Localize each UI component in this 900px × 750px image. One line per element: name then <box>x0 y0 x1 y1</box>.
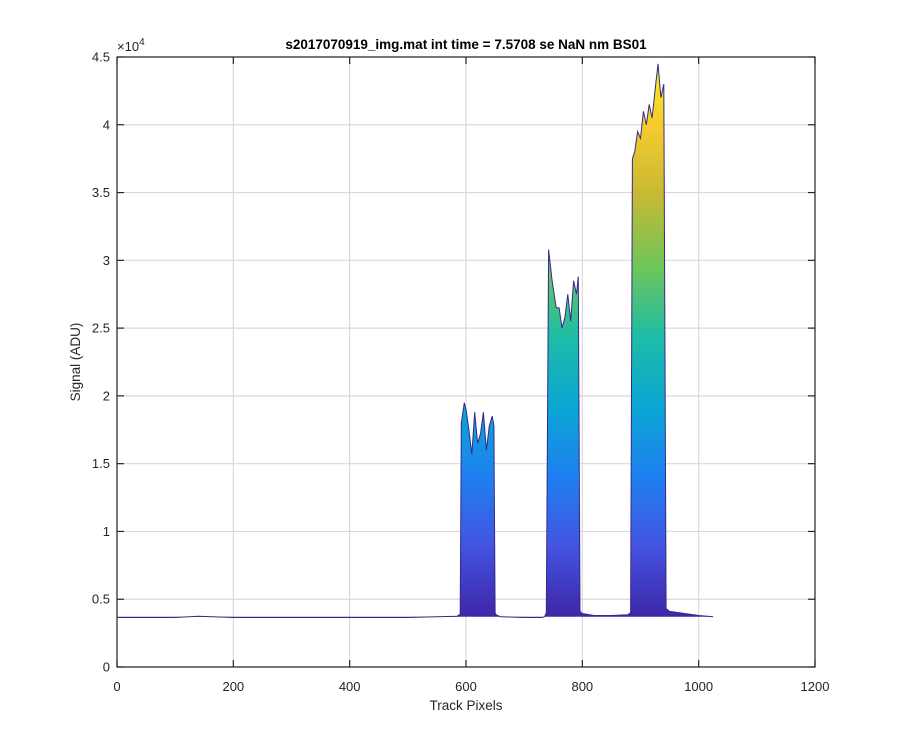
x-tick-label: 1000 <box>684 679 713 694</box>
y-axis-exponent-base: ×10 <box>117 39 139 54</box>
y-tick-label: 0.5 <box>92 592 110 607</box>
y-axis-exponent-power: 4 <box>139 37 145 48</box>
y-tick-label: 1 <box>103 524 110 539</box>
y-axis-exponent: ×104 <box>117 37 145 54</box>
series-area <box>117 63 714 618</box>
x-tick-label: 400 <box>339 679 361 694</box>
y-tick-label: 4 <box>103 117 110 132</box>
y-tick-label: 3.5 <box>92 185 110 200</box>
x-tick-label: 800 <box>571 679 593 694</box>
y-tick-label: 2 <box>103 388 110 403</box>
x-axis-label: Track Pixels <box>429 698 502 713</box>
y-tick-label: 0 <box>103 660 110 675</box>
series-baseline <box>117 63 714 618</box>
x-axis-ticks: 0 200 400 600 800 1000 1200 <box>113 57 829 694</box>
y-tick-label: 4.5 <box>92 50 110 65</box>
y-axis-ticks: 0 0.5 1 1.5 2 2.5 3 3.5 4 4.5 <box>92 50 815 675</box>
chart-title: s2017070919_img.mat int time = 7.5708 se… <box>285 37 647 52</box>
x-tick-label: 0 <box>113 679 120 694</box>
y-tick-label: 2.5 <box>92 321 110 336</box>
x-tick-label: 200 <box>222 679 244 694</box>
y-tick-label: 3 <box>103 253 110 268</box>
y-axis-label: Signal (ADU) <box>68 323 83 402</box>
x-tick-label: 600 <box>455 679 477 694</box>
y-tick-label: 1.5 <box>92 456 110 471</box>
x-tick-label: 1200 <box>801 679 830 694</box>
